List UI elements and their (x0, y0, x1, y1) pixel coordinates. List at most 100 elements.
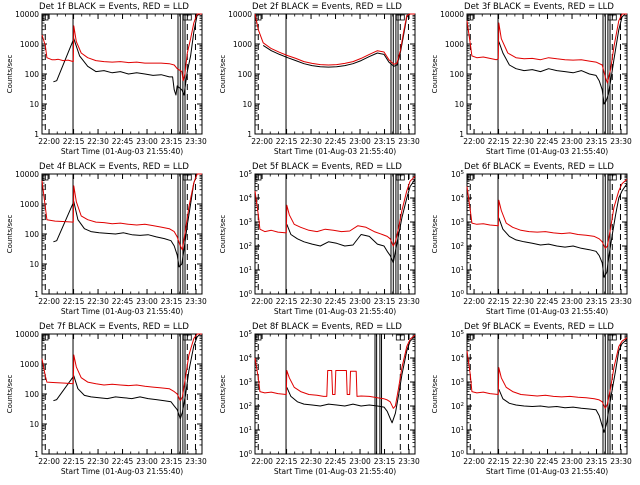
x-tick-label: 22:15 (488, 297, 510, 306)
y-tick-label: 104 (239, 194, 253, 203)
x-tick-label: 23:15 (586, 457, 608, 466)
x-tick-label: 23:30 (185, 297, 207, 306)
x-tick-label: 22:15 (63, 457, 85, 466)
y-tick-label: 1 (34, 130, 39, 139)
x-axis-label: Start Time (01-Aug-03 21:55:40) (486, 147, 608, 156)
x-tick-label: 23:30 (610, 457, 632, 466)
segment-box (607, 174, 617, 181)
events-series-line (498, 338, 628, 433)
y-tick-label: 100 (25, 70, 40, 79)
x-tick-label: 23:30 (398, 457, 420, 466)
x-tick-label: 22:30 (300, 137, 322, 146)
y-tick-label: 102 (451, 242, 464, 251)
y-axis-label: Counts/sec (6, 375, 14, 414)
x-tick-label: 23:15 (374, 137, 396, 146)
panel-title: Det 3f BLACK = Events, RED = LLD (464, 2, 614, 12)
plot-frame (254, 333, 416, 455)
x-tick-label: 22:45 (325, 137, 347, 146)
y-tick-label: 105 (451, 330, 465, 339)
y-axis-label: Counts/sec (431, 215, 439, 254)
x-tick-label: 23:00 (136, 137, 158, 146)
y-tick-label: 103 (451, 218, 465, 227)
detector-panel-4: Det 4f BLACK = Events, RED = LLD Counts/s… (6, 162, 207, 316)
plot-frame (466, 173, 628, 295)
y-tick-label: 105 (239, 170, 253, 179)
panel-title: Det 5f BLACK = Events, RED = LLD (252, 162, 402, 172)
y-tick-label: 105 (239, 330, 253, 339)
lld-series-line (466, 178, 628, 249)
y-tick-label: 101 (451, 426, 464, 435)
x-tick-label: 22:45 (325, 297, 347, 306)
segment-box (42, 334, 49, 341)
y-tick-label: 100 (25, 230, 40, 239)
segment-box (467, 14, 474, 21)
y-tick-label: 10000 (228, 10, 252, 19)
segment-box (395, 334, 405, 341)
y-tick-label: 105 (451, 170, 465, 179)
y-tick-label: 10 (454, 100, 464, 109)
segment-box (467, 174, 474, 181)
x-tick-label: 22:45 (537, 457, 559, 466)
x-tick-label: 23:15 (586, 137, 608, 146)
panel-title: Det 1f BLACK = Events, RED = LLD (39, 2, 189, 12)
x-tick-label: 22:15 (488, 457, 510, 466)
x-tick-label: 22:00 (463, 137, 485, 146)
panel-title: Det 9f BLACK = Events, RED = LLD (464, 322, 614, 332)
x-axis-label: Start Time (01-Aug-03 21:55:40) (61, 147, 183, 156)
x-tick-label: 23:30 (610, 297, 632, 306)
segment-box (607, 334, 617, 341)
y-tick-label: 100 (451, 450, 465, 459)
x-axis-label: Start Time (01-Aug-03 21:55:40) (486, 467, 608, 476)
x-tick-label: 22:00 (251, 137, 273, 146)
x-tick-label: 22:45 (325, 457, 347, 466)
x-tick-label: 22:00 (251, 457, 273, 466)
lld-series-line (41, 173, 202, 251)
y-tick-label: 102 (239, 242, 252, 251)
x-tick-label: 23:00 (136, 297, 158, 306)
events-series-line (498, 183, 628, 278)
x-tick-label: 22:45 (112, 457, 134, 466)
segment-box (255, 174, 262, 181)
y-tick-label: 104 (451, 194, 465, 203)
y-tick-label: 1 (459, 130, 464, 139)
x-tick-label: 22:30 (87, 137, 109, 146)
lld-series-line (41, 333, 202, 402)
lld-series-line (466, 13, 627, 84)
x-tick-label: 23:15 (374, 457, 396, 466)
y-tick-label: 103 (451, 378, 465, 387)
x-tick-label: 23:15 (161, 297, 183, 306)
y-tick-label: 10000 (15, 170, 39, 179)
y-tick-label: 100 (25, 390, 40, 399)
y-tick-label: 10000 (15, 330, 39, 339)
x-tick-label: 22:15 (488, 137, 510, 146)
x-tick-label: 23:00 (561, 457, 583, 466)
lld-series-line (254, 175, 416, 247)
x-tick-label: 23:00 (349, 297, 371, 306)
y-tick-label: 100 (239, 450, 253, 459)
y-tick-label: 1 (34, 450, 39, 459)
x-tick-label: 22:30 (300, 457, 322, 466)
x-axis-label: Start Time (01-Aug-03 21:55:40) (274, 307, 396, 316)
x-tick-label: 23:00 (349, 457, 371, 466)
x-tick-label: 23:00 (349, 137, 371, 146)
y-tick-label: 1000 (20, 40, 39, 49)
y-tick-label: 103 (239, 378, 253, 387)
y-tick-label: 1000 (20, 360, 39, 369)
x-tick-label: 23:15 (161, 137, 183, 146)
y-tick-label: 100 (239, 290, 253, 299)
plot-frame (254, 173, 416, 295)
events-series-line (286, 179, 416, 264)
x-tick-label: 22:15 (276, 297, 298, 306)
x-tick-label: 23:00 (136, 457, 158, 466)
segment-box (255, 334, 262, 341)
x-tick-label: 22:15 (63, 297, 85, 306)
y-tick-label: 100 (451, 290, 465, 299)
y-tick-label: 10000 (440, 10, 464, 19)
y-axis-label: Counts/sec (219, 375, 227, 414)
y-tick-label: 10 (29, 100, 39, 109)
x-axis-label: Start Time (01-Aug-03 21:55:40) (486, 307, 608, 316)
x-tick-label: 22:00 (251, 297, 273, 306)
x-tick-label: 22:30 (87, 297, 109, 306)
x-tick-label: 22:00 (463, 297, 485, 306)
y-tick-label: 10 (29, 420, 39, 429)
